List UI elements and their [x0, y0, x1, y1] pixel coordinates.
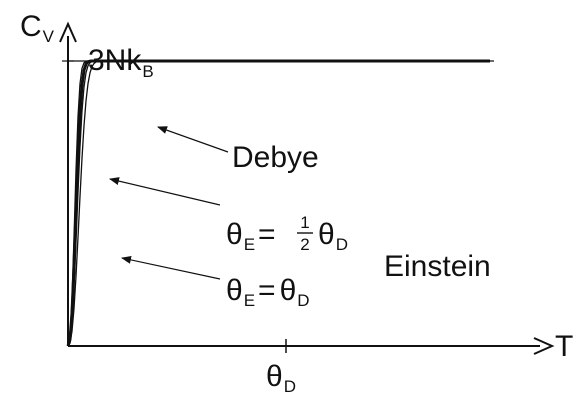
asymptote-label: 3NkB	[88, 44, 154, 81]
x-axis-arrowhead	[533, 337, 555, 355]
debye-label: Debye	[232, 141, 319, 174]
einstein-label: Einstein	[384, 250, 491, 283]
fraction-numerator: 1	[300, 213, 309, 232]
fraction-denominator: 2	[300, 235, 309, 254]
theta-half-arrow	[109, 177, 221, 206]
theta-half-label: θE =	[226, 218, 276, 254]
theta-equal-arrow	[121, 255, 221, 280]
theta-equal-label: θE = θD	[226, 274, 310, 310]
x-axis-label: T	[555, 330, 573, 363]
x-tick-label: θD	[266, 360, 296, 393]
debye-arrow	[157, 126, 229, 153]
curve-variant-4	[67, 60, 490, 347]
y-axis-arrowhead	[59, 21, 77, 43]
curves-group	[66, 59, 490, 347]
y-axis-label: CV	[20, 10, 55, 46]
theta-half-rhs: θD	[318, 218, 348, 254]
